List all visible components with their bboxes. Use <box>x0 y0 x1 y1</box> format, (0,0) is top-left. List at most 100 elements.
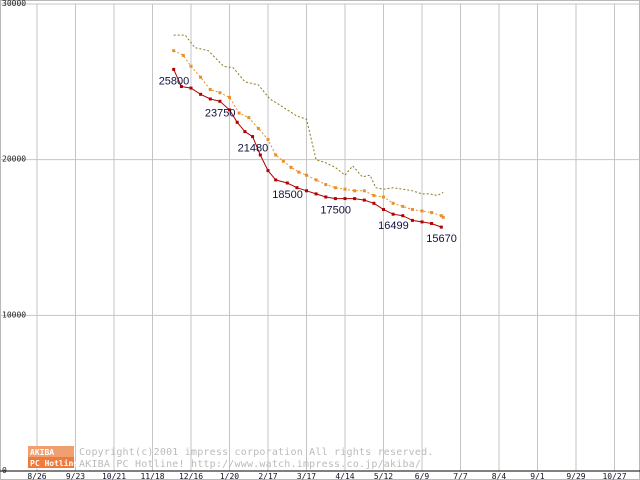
series-point <box>410 218 414 222</box>
series-point <box>362 198 366 202</box>
series-point <box>343 187 347 191</box>
series-point <box>172 49 176 53</box>
y-tick-label: 10000 <box>2 310 26 319</box>
site-line: AKIBA PC Hotline! http://www.watch.impre… <box>79 459 421 470</box>
series-point <box>297 170 301 174</box>
series-point <box>237 111 241 115</box>
series-point <box>228 95 231 99</box>
series-point <box>274 178 278 182</box>
series-point <box>208 97 212 101</box>
series-point <box>420 209 424 213</box>
series-point <box>401 214 405 218</box>
y-axis-ticks: 0100002000030000 <box>2 0 26 475</box>
series-point <box>420 220 424 224</box>
series-point <box>251 135 255 139</box>
x-tick-label: 5/12 <box>374 472 393 480</box>
series-point <box>343 197 347 201</box>
series-point <box>235 120 239 124</box>
data-label: 23750 <box>205 107 236 119</box>
x-tick-label: 4/14 <box>335 472 354 480</box>
x-tick-label: 6/9 <box>415 472 430 480</box>
series-point <box>333 186 337 190</box>
series-point <box>256 127 260 130</box>
series-point <box>441 215 445 219</box>
series-point <box>314 192 318 196</box>
series-point <box>372 201 376 205</box>
series-point <box>439 214 443 218</box>
series-point <box>430 211 434 215</box>
y-tick-label: 20000 <box>2 155 26 164</box>
series-line <box>173 50 444 218</box>
series-point <box>218 91 222 95</box>
data-label: 18500 <box>272 189 303 201</box>
series-point <box>289 165 293 169</box>
series-line <box>173 34 444 197</box>
series-point <box>172 67 176 71</box>
series-point <box>218 99 222 103</box>
series-point <box>199 75 203 79</box>
series-point <box>362 189 366 193</box>
x-tick-label: 8/4 <box>492 472 507 480</box>
series-point <box>266 169 270 173</box>
series-point <box>382 208 385 211</box>
watermark: AKIBA PC Hotline! Copyright(c)2001 impre… <box>28 446 434 470</box>
series-point <box>228 108 231 112</box>
data-label-layer: 25800 23750 21480 18500 17500 16499 15670 <box>159 75 457 245</box>
logo-bottom-background <box>28 457 74 468</box>
logo-top-background <box>28 446 74 457</box>
series-point <box>391 212 395 216</box>
series-point <box>324 195 328 199</box>
data-label: 21480 <box>238 143 269 155</box>
x-tick-label: 2/17 <box>258 472 277 480</box>
x-axis-ticks: 8/26 9/23 10/21 11/18 12/16 1/20 2/17 3/17 4/14 5… <box>27 472 626 480</box>
series-point <box>208 88 212 92</box>
data-label: 15670 <box>426 233 457 245</box>
series-point <box>430 222 434 225</box>
copyright-line: Copyright(c)2001 impress corporation All… <box>79 447 434 458</box>
series-point <box>382 195 385 199</box>
x-tick-label: 11/18 <box>140 472 164 480</box>
series-point <box>189 86 193 90</box>
series-point <box>189 64 193 68</box>
x-tick-label: 7/7 <box>453 472 468 480</box>
x-tick-label: 10/27 <box>602 472 626 480</box>
series-point <box>305 173 308 177</box>
x-tick-label: 10/21 <box>102 472 126 480</box>
x-tick-label: 3/17 <box>297 472 316 480</box>
series-point <box>353 197 357 201</box>
series-point <box>247 116 251 120</box>
series-point <box>285 181 289 185</box>
series-point <box>401 204 405 208</box>
series-point <box>258 153 262 157</box>
data-label: 16499 <box>378 220 409 232</box>
series-point <box>181 53 185 57</box>
series-point <box>410 208 414 211</box>
data-label: 17500 <box>320 205 351 217</box>
series-point <box>314 178 318 182</box>
data-label: 25800 <box>159 75 190 87</box>
series-point <box>274 153 278 157</box>
series-point <box>295 186 299 190</box>
logo-top-text: AKIBA <box>30 448 54 457</box>
series-point <box>439 225 443 229</box>
series-point <box>333 197 337 201</box>
series-point <box>199 92 203 96</box>
series-layer <box>172 34 445 229</box>
grid <box>0 3 640 471</box>
x-tick-label: 12/16 <box>179 472 203 480</box>
series-point <box>391 201 395 205</box>
series-line <box>173 69 442 228</box>
series-point <box>266 137 270 141</box>
x-tick-label: 1/20 <box>220 472 239 480</box>
series-point <box>353 189 357 193</box>
x-tick-label: 9/29 <box>566 472 585 480</box>
series-point <box>324 183 328 187</box>
logo-bottom-text: PC Hotline! <box>30 458 83 468</box>
series-point <box>243 130 247 134</box>
series-point <box>305 189 308 193</box>
x-tick-label: 9/23 <box>66 472 85 480</box>
x-tick-label: 8/26 <box>27 472 46 480</box>
y-tick-label: 30000 <box>2 0 26 8</box>
